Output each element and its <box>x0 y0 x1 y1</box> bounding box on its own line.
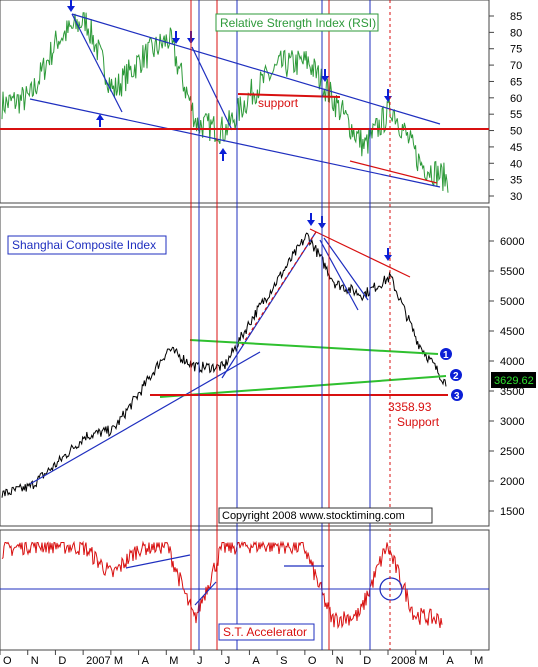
rsi-up-arrow-1-head <box>96 114 104 120</box>
marker-2-label: 2 <box>453 371 459 382</box>
accel-panel-frame <box>0 529 490 651</box>
price-line <box>1 232 447 498</box>
price-dashed-uptrend <box>241 231 317 346</box>
copyright: Copyright 2008 www.stocktiming.com <box>222 510 405 522</box>
x-tick-label: M <box>474 655 483 667</box>
accel-title-box <box>218 623 315 641</box>
price-layer <box>1 213 448 498</box>
rsi-down-arrow-4-head <box>321 76 329 82</box>
rsi-upper-trendline <box>71 13 441 125</box>
rsi-line <box>1 12 449 193</box>
axis-layer: O N D 2007 M A M J J A S O N D 2008 M A M 85 80 75 70 65 60 55 50… <box>0 11 524 667</box>
rsi-title: Relative Strength Index (RSI) <box>220 16 376 30</box>
price-tick-label: 3500 <box>500 386 524 398</box>
x-tick-label: 2008 <box>391 655 415 667</box>
price-tick-label: 6000 <box>500 236 524 248</box>
rsi-down-arrow-5-head <box>384 96 392 102</box>
x-tick-label: O <box>3 655 12 667</box>
price-tick-label: 2000 <box>500 476 524 488</box>
x-tick-label: J <box>197 655 203 667</box>
support-value: 3358.93 <box>388 400 432 414</box>
price-fan-line-1 <box>319 239 359 311</box>
price-long-uptrend <box>29 351 261 485</box>
rsi-panel-frame <box>0 0 490 204</box>
price-tick-label: 4500 <box>500 326 524 338</box>
x-tick-label: D <box>58 655 66 667</box>
x-tick-label: A <box>252 655 260 667</box>
x-tick-label: J <box>225 655 231 667</box>
price-tick-label: 1500 <box>500 506 524 518</box>
price-down-arrow-1-head <box>307 220 315 226</box>
accel-highlight-circle <box>379 577 403 601</box>
marker-2 <box>450 369 462 381</box>
x-tick-label: M <box>169 655 178 667</box>
price-title-box <box>7 235 167 255</box>
rsi-tick-label: 50 <box>510 126 522 138</box>
accel-trendline-2 <box>194 581 217 606</box>
price-tick-label: 5000 <box>500 296 524 308</box>
accel-trendline-1 <box>125 554 191 569</box>
support-text: Support <box>397 415 440 429</box>
rsi-tick-label: 65 <box>510 76 522 88</box>
last-value: 3629.62 <box>494 375 534 387</box>
marker-1-label: 1 <box>443 350 449 361</box>
rsi-drop-line-1 <box>71 13 123 113</box>
x-tick-label: A <box>446 655 454 667</box>
rsi-tick-label: 80 <box>510 27 522 39</box>
rsi-tick-label: 70 <box>510 60 522 72</box>
x-tick-label: N <box>336 655 344 667</box>
accel-line <box>1 540 443 630</box>
price-tick-label: 4000 <box>500 356 524 368</box>
marker-1 <box>440 348 452 360</box>
rsi-layer <box>0 0 489 193</box>
rsi-title-box <box>215 13 379 32</box>
rsi-down-arrow-2-head <box>172 38 180 44</box>
x-tick-label: A <box>142 655 150 667</box>
accel-layer <box>0 540 489 630</box>
rsi-tick-label: 45 <box>510 142 522 154</box>
accel-title: S.T. Accelerator <box>223 625 307 639</box>
price-tick-label: 2500 <box>500 446 524 458</box>
rsi-tick-label: 55 <box>510 109 522 121</box>
overlay-layer <box>190 0 391 650</box>
price-down-arrow-3-head <box>384 255 392 261</box>
price-uptrend-2 <box>221 231 317 379</box>
rsi-tick-label: 75 <box>510 44 522 56</box>
price-panel-frame <box>0 206 490 527</box>
rsi-red-trendline <box>349 160 438 184</box>
x-tick-label: S <box>280 655 287 667</box>
x-tick-label: 2007 <box>86 655 110 667</box>
rsi-up-arrow-2-head <box>219 148 227 154</box>
last-value-badge <box>491 372 536 388</box>
price-tick-label: 3000 <box>500 416 524 428</box>
rsi-support-line <box>237 93 341 98</box>
marker-3 <box>451 389 463 401</box>
rsi-support-label: support <box>258 96 299 110</box>
price-tick-label: 5500 <box>500 266 524 278</box>
x-tick-label: M <box>114 655 123 667</box>
rsi-lower-trendline <box>29 98 441 188</box>
price-green-upper <box>189 339 439 355</box>
price-title: Shanghai Composite Index <box>12 238 156 252</box>
price-red-downtrend <box>309 228 411 278</box>
x-tick-label: M <box>419 655 428 667</box>
rsi-tick-label: 40 <box>510 158 522 170</box>
price-fan-line-2 <box>323 237 369 301</box>
rsi-tick-label: 35 <box>510 175 522 187</box>
price-green-lower <box>159 375 447 398</box>
rsi-tick-label: 30 <box>510 191 522 203</box>
rsi-down-arrow-1-head <box>67 6 75 12</box>
x-tick-label: D <box>363 655 371 667</box>
x-tick-label: O <box>308 655 317 667</box>
marker-3-label: 3 <box>454 391 460 402</box>
x-tick-label: N <box>31 655 39 667</box>
rsi-tick-label: 85 <box>510 11 522 23</box>
copyright-box <box>218 507 433 524</box>
rsi-tick-label: 60 <box>510 93 522 105</box>
